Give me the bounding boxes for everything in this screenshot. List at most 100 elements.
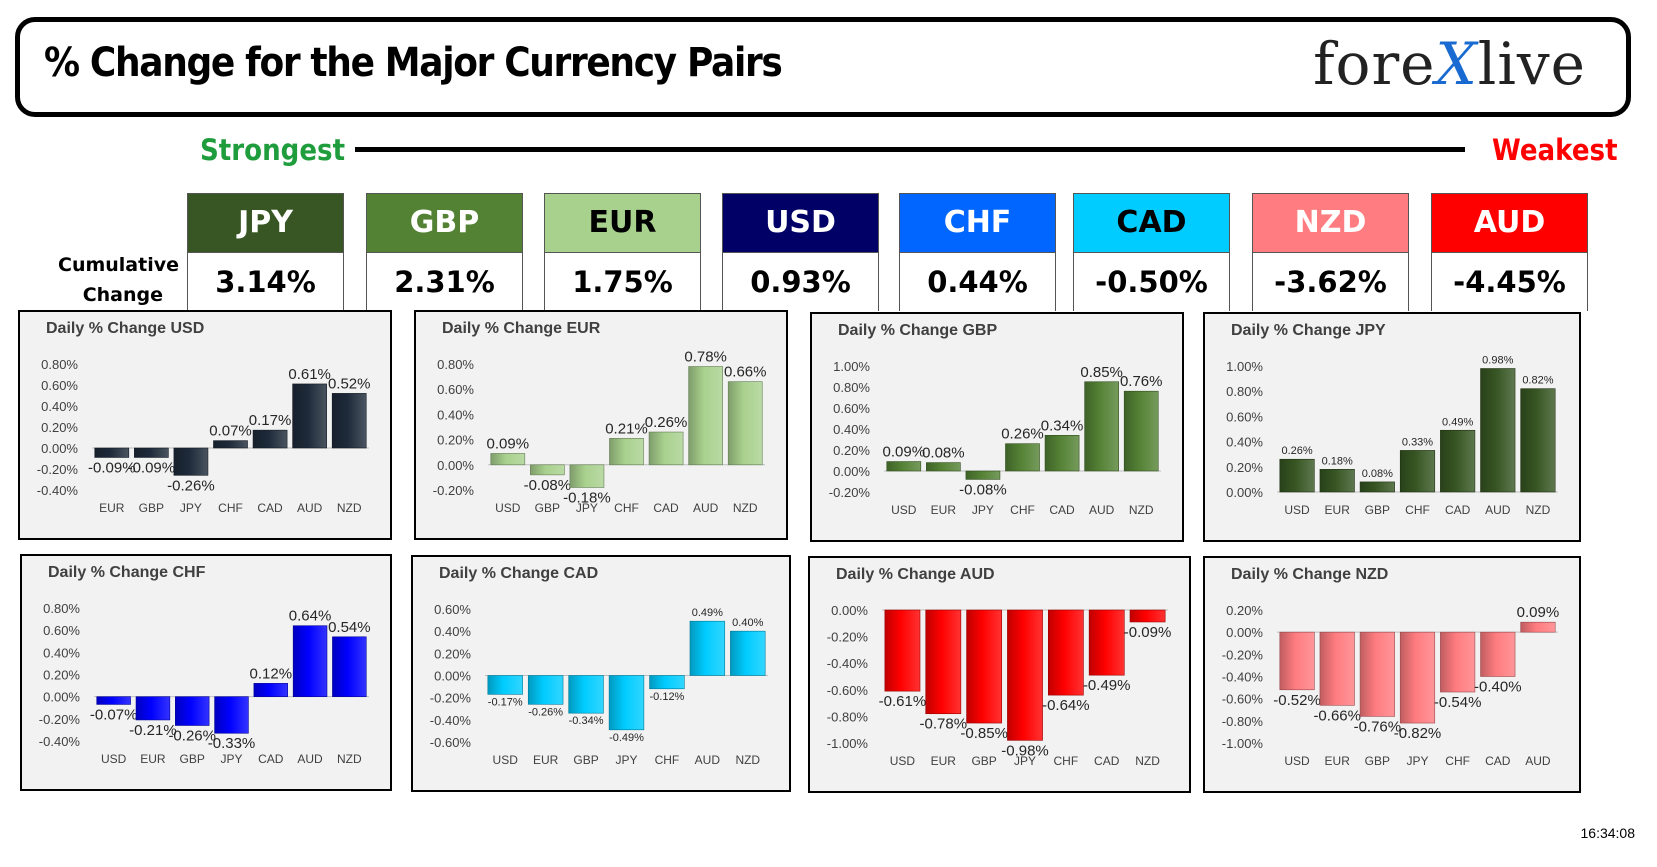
data-label: 0.82%	[1522, 375, 1553, 387]
chart-title: Daily % Change EUR	[442, 320, 601, 337]
chart-panel-6: Daily % Change CAD -0.60% -0.40% -0.20% 0.00…	[411, 555, 791, 792]
bar	[1044, 435, 1080, 472]
y-tick-label: 0.40%	[434, 624, 471, 639]
y-tick-label: 0.80%	[437, 357, 474, 372]
bar-chart: -1.00% -0.80% -0.60% -0.40% -0.20% 0.00% -0.61…	[827, 603, 1172, 768]
currency-code: AUD	[1432, 194, 1587, 253]
page-title: % Change for the Major Currency Pairs	[44, 40, 783, 86]
bar	[689, 620, 726, 676]
bar	[609, 438, 644, 466]
x-tick-label: CAD	[257, 501, 283, 515]
x-tick-label: EUR	[1325, 503, 1351, 517]
data-label: 0.66%	[724, 364, 767, 381]
bar-chart: -0.40% -0.20% 0.00% 0.20% 0.40% 0.60% 0.80% -0.…	[39, 601, 371, 766]
x-tick-label: USD	[495, 501, 521, 515]
x-tick-label: AUD	[297, 752, 323, 766]
data-label: 0.26%	[1001, 426, 1044, 443]
data-label: -0.85%	[960, 725, 1008, 742]
bar-chart: -0.40% -0.20% 0.00% 0.20% 0.40% 0.60% 0.80% -0.…	[37, 357, 371, 515]
currency-box-aud: AUD -4.45%	[1431, 193, 1588, 311]
x-tick-label: CHF	[1054, 754, 1079, 768]
x-tick-label: CAD	[258, 752, 284, 766]
bar	[727, 381, 763, 466]
data-label: -0.76%	[1354, 718, 1402, 735]
weakest-label: Weakest	[1492, 133, 1618, 167]
y-tick-label: -0.40%	[827, 656, 869, 671]
x-tick-label: AUD	[695, 753, 721, 767]
y-tick-label: 0.00%	[1226, 625, 1263, 640]
bar	[608, 675, 645, 731]
logo-x: X	[1435, 30, 1478, 98]
x-tick-label: GBP	[535, 501, 560, 515]
x-tick-label: CAD	[653, 501, 679, 515]
bar	[1399, 450, 1436, 493]
bar	[1123, 390, 1159, 472]
data-label: 0.09%	[883, 444, 926, 461]
x-tick-label: USD	[890, 754, 916, 768]
y-tick-label: 0.60%	[41, 378, 78, 393]
x-tick-label: NZD	[733, 501, 758, 515]
y-tick-label: -0.60%	[827, 683, 869, 698]
x-tick-label: GBP	[139, 501, 164, 515]
x-tick-label: AUD	[1089, 503, 1115, 517]
x-tick-label: CHF	[218, 501, 243, 515]
y-tick-label: 0.00%	[437, 458, 474, 473]
bar	[965, 470, 1001, 480]
bar	[213, 440, 248, 449]
bar	[1279, 458, 1315, 493]
data-label: -0.09%	[88, 459, 136, 476]
currency-box-jpy: JPY 3.14%	[187, 193, 344, 311]
y-tick-label: 0.20%	[41, 420, 78, 435]
data-label: -0.49%	[1083, 677, 1131, 694]
bar	[490, 453, 526, 466]
x-tick-label: EUR	[533, 753, 559, 767]
y-tick-label: -0.20%	[39, 712, 81, 727]
bar	[568, 675, 604, 714]
y-tick-label: -0.40%	[1222, 670, 1264, 685]
bar	[1359, 631, 1395, 717]
data-label: 0.09%	[487, 435, 530, 452]
x-tick-label: GBP	[971, 754, 996, 768]
bar	[487, 675, 523, 695]
x-tick-label: USD	[493, 753, 519, 767]
data-label: 0.98%	[1482, 355, 1513, 367]
data-label: 0.78%	[684, 349, 727, 366]
chart-title: Daily % Change CAD	[439, 565, 599, 582]
y-tick-label: 0.00%	[43, 690, 80, 705]
x-tick-label: NZD	[735, 753, 760, 767]
bar	[331, 393, 367, 449]
data-label: -0.17%	[488, 696, 523, 708]
y-tick-label: -0.80%	[1222, 714, 1264, 729]
bar	[173, 447, 209, 476]
y-tick-label: 0.20%	[43, 668, 80, 683]
bar	[175, 696, 210, 726]
data-label: 0.76%	[1120, 373, 1163, 390]
bar	[1007, 609, 1043, 741]
bar	[1279, 631, 1315, 691]
logo-text-left: fore	[1313, 30, 1436, 98]
x-tick-label: USD	[101, 752, 127, 766]
y-tick-label: -0.20%	[829, 485, 871, 500]
currency-code: NZD	[1253, 194, 1408, 253]
x-tick-label: GBP	[1365, 754, 1390, 768]
x-tick-label: GBP	[1365, 503, 1390, 517]
data-label: -0.09%	[128, 459, 176, 476]
y-tick-label: 0.00%	[41, 441, 78, 456]
chart-panel-4: Daily % Change JPY 0.00% 0.20% 0.40% 0.60% 0.…	[1203, 312, 1581, 542]
data-label: 0.17%	[249, 412, 292, 429]
bar	[1440, 631, 1476, 693]
x-tick-label: JPY	[1406, 754, 1428, 768]
y-tick-label: -0.40%	[39, 734, 81, 749]
x-tick-label: CAD	[1049, 503, 1075, 517]
currency-box-chf: CHF 0.44%	[899, 193, 1056, 311]
bar	[1520, 621, 1556, 633]
strength-scale-line	[355, 147, 1465, 152]
bar	[1520, 388, 1556, 493]
y-tick-label: -0.60%	[1222, 692, 1264, 707]
bar	[96, 696, 131, 705]
y-tick-label: 0.00%	[831, 603, 868, 618]
x-tick-label: JPY	[615, 753, 637, 767]
data-label: 0.12%	[250, 665, 293, 682]
chart-panel-5: Daily % Change CHF -0.40% -0.20% 0.00% 0.20%…	[20, 554, 392, 791]
x-tick-label: NZD	[337, 501, 362, 515]
